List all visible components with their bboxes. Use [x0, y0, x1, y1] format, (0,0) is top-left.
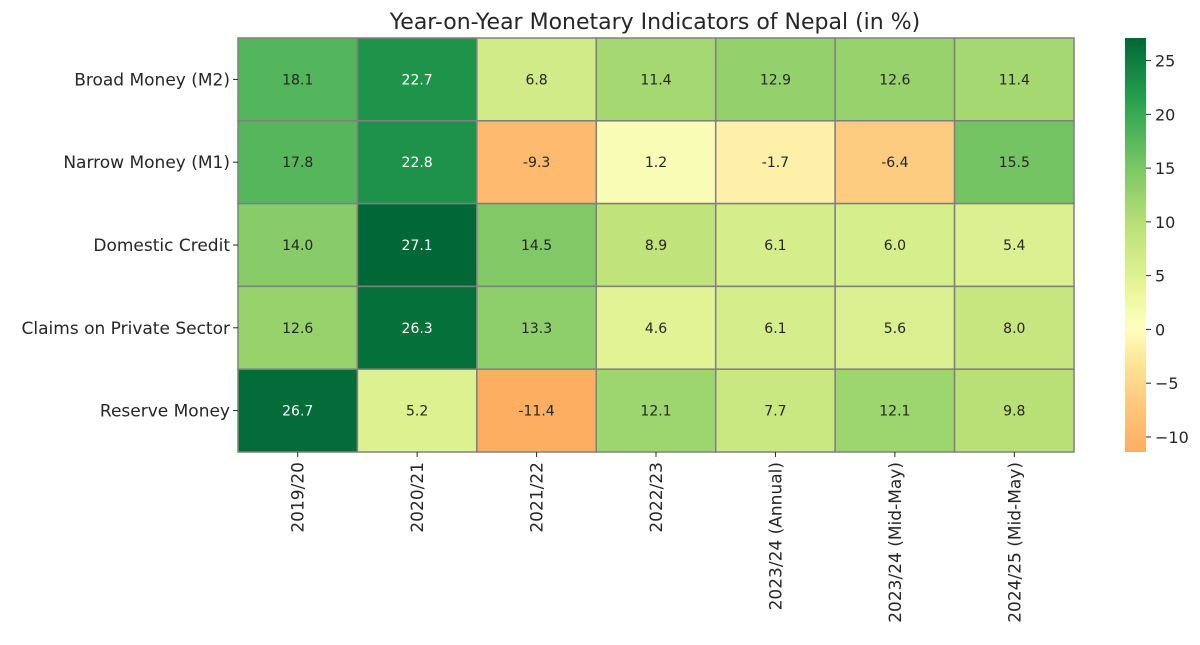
colorbar-tick-label: −5 — [1155, 374, 1179, 393]
cell-value-label: 4.6 — [645, 321, 667, 337]
heatmap-cell — [356, 37, 478, 122]
column-label: 2021/22 — [528, 462, 548, 533]
cell-value-label: 27.1 — [402, 238, 433, 254]
cell-value-label: 8.0 — [1003, 321, 1025, 337]
column-label: 2020/21 — [408, 462, 428, 533]
colorbar-tick-label: 25 — [1155, 52, 1175, 71]
cell-value-label: 9.8 — [1003, 404, 1025, 420]
heatmap-cell — [476, 37, 598, 122]
cell-value-label: -1.7 — [762, 155, 789, 171]
column-labels: 2019/20 2020/21 2021/22 2022/23 2023/24 (Ann… — [289, 452, 1025, 623]
heatmap-cells — [237, 37, 1075, 453]
cell-value-label: 6.0 — [884, 238, 906, 254]
cell-value-label: 11.4 — [999, 72, 1030, 88]
heatmap-cell — [476, 120, 598, 205]
heatmap-cell — [356, 285, 478, 370]
heatmap-cell — [834, 285, 956, 370]
cell-value-label: 11.4 — [640, 72, 671, 88]
cell-value-label: 12.1 — [640, 404, 671, 420]
colorbar-tick-label: 10 — [1155, 213, 1175, 232]
cell-value-label: 5.4 — [1003, 238, 1025, 254]
heatmap-cell — [834, 202, 956, 288]
heatmap-cell — [714, 120, 836, 205]
cell-value-label: 22.8 — [402, 155, 433, 171]
cell-value-label: 6.8 — [525, 72, 547, 88]
cell-value-label: 8.9 — [645, 238, 667, 254]
row-label: Claims on Private Sector — [22, 319, 230, 339]
colorbar-tick-label: 5 — [1155, 267, 1165, 286]
cell-value-label: 26.7 — [282, 404, 313, 420]
heatmap-cell — [953, 120, 1075, 205]
heatmap-cell — [237, 285, 359, 370]
chart-title: Year-on-Year Monetary Indicators of Nepa… — [389, 10, 920, 35]
cell-value-label: 6.1 — [764, 321, 786, 337]
cell-value-label: 15.5 — [999, 155, 1030, 171]
heatmap-cell-labels: 18.1 22.7 6.8 11.4 12.9 12.6 11.4 17.8 22.8 -9.3 1… — [282, 72, 1030, 419]
colorbar-tick-label: 20 — [1155, 105, 1175, 124]
row-label: Reserve Money — [100, 402, 230, 422]
heatmap-cell — [595, 37, 717, 122]
column-label: 2023/24 (Mid-May) — [886, 462, 906, 623]
cell-value-label: 14.0 — [282, 238, 313, 254]
row-labels: Broad Money (M2) Narrow Money (M1) Domesti… — [22, 70, 238, 422]
cell-value-label: 12.1 — [879, 404, 910, 420]
cell-value-label: 5.2 — [406, 404, 428, 420]
row-label: Narrow Money (M1) — [63, 153, 230, 173]
heatmap-cell — [595, 202, 717, 288]
colorbar-tick-label: −10 — [1155, 428, 1189, 447]
heatmap-cell — [953, 202, 1075, 288]
cell-value-label: -6.4 — [881, 155, 908, 171]
colorbar: −10 −5 0 5 10 15 20 25 — [1125, 38, 1189, 452]
heatmap-cell — [834, 37, 956, 122]
row-label: Domestic Credit — [93, 236, 230, 256]
cell-value-label: -11.4 — [518, 404, 554, 420]
cell-value-label: 7.7 — [764, 404, 786, 420]
cell-value-label: 1.2 — [645, 155, 667, 171]
heatmap-cell — [476, 202, 598, 288]
column-label: 2019/20 — [289, 462, 309, 533]
heatmap-cell — [595, 285, 717, 370]
heatmap-cell — [237, 368, 359, 453]
row-label: Broad Money (M2) — [74, 70, 230, 90]
cell-value-label: 14.5 — [521, 238, 552, 254]
colorbar-tick-label: 0 — [1155, 320, 1165, 339]
cell-value-label: 13.3 — [521, 321, 552, 337]
cell-value-label: -9.3 — [523, 155, 550, 171]
column-label: 2024/25 (Mid-May) — [1005, 462, 1025, 623]
colorbar-gradient — [1125, 38, 1146, 452]
colorbar-tick-label: 15 — [1155, 159, 1175, 178]
column-label: 2023/24 (Annual) — [766, 462, 786, 610]
cell-value-label: 22.7 — [402, 72, 433, 88]
cell-value-label: 18.1 — [282, 72, 313, 88]
heatmap-cell — [714, 202, 836, 288]
cell-value-label: 12.6 — [282, 321, 313, 337]
heatmap-cell — [953, 285, 1075, 370]
cell-value-label: 26.3 — [402, 321, 433, 337]
cell-value-label: 12.9 — [760, 72, 791, 88]
cell-value-label: 17.8 — [282, 155, 313, 171]
heatmap-cell — [356, 202, 478, 288]
cell-value-label: 5.6 — [884, 321, 906, 337]
cell-value-label: 12.6 — [879, 72, 910, 88]
column-label: 2022/23 — [647, 462, 667, 533]
heatmap-cell — [237, 37, 359, 122]
cell-value-label: 6.1 — [764, 238, 786, 254]
heatmap-cell — [476, 368, 598, 453]
